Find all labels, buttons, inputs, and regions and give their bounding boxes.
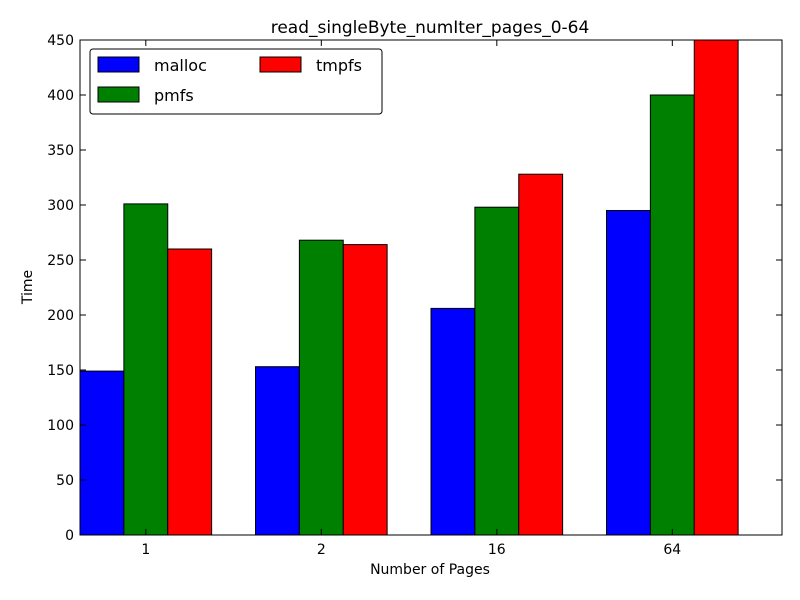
bars-group: [79, 39, 739, 536]
y-tick-label: 50: [56, 473, 74, 489]
legend-label-pmfs: pmfs: [154, 86, 194, 105]
bar-malloc-1: [79, 370, 125, 536]
bar-tmpfs-64: [693, 39, 739, 536]
bar-tmpfs-1: [167, 248, 213, 536]
legend-swatch-tmpfs: [259, 56, 302, 73]
x-tick-label: 64: [663, 542, 681, 558]
bar-pmfs-64: [649, 94, 695, 536]
y-tick-label: 350: [47, 143, 74, 159]
legend-swatch-malloc: [97, 56, 140, 73]
plot-frame: [79, 39, 783, 536]
legend-label-tmpfs: tmpfs: [316, 56, 362, 75]
y-tick-label: 100: [47, 418, 74, 434]
y-tick-label: 300: [47, 198, 74, 214]
x-axis-label: Number of Pages: [370, 562, 490, 578]
x-tick-label: 16: [488, 542, 506, 558]
y-tick-label: 450: [47, 33, 74, 49]
chart-title: read_singleByte_numIter_pages_0-64: [271, 18, 590, 38]
y-axis-label: Time: [20, 270, 36, 305]
y-axis-ticks: 0 50 100 150 200 250 300 350 400 450: [47, 33, 782, 544]
legend-label-malloc: malloc: [154, 56, 207, 75]
y-tick-label: 250: [47, 253, 74, 269]
legend: malloc pmfs tmpfs: [89, 48, 383, 115]
bar-malloc-64: [606, 210, 651, 536]
bar-pmfs-1: [123, 203, 169, 536]
y-tick-label: 150: [47, 363, 74, 379]
y-tick-label: 400: [47, 88, 74, 104]
y-tick-label: 0: [65, 528, 74, 544]
bar-tmpfs-16: [518, 173, 564, 536]
bar-tmpfs-2: [342, 244, 388, 536]
x-tick-label: 1: [141, 542, 150, 558]
y-tick-label: 200: [47, 308, 74, 324]
bar-pmfs-2: [298, 239, 344, 536]
legend-box: [89, 48, 383, 115]
bar-malloc-2: [255, 366, 300, 536]
bar-pmfs-16: [474, 206, 520, 536]
legend-swatch-pmfs: [97, 86, 140, 103]
x-axis-ticks: 1 2 16 64: [141, 40, 681, 558]
x-tick-label: 2: [317, 542, 326, 558]
bar-malloc-16: [430, 307, 476, 536]
